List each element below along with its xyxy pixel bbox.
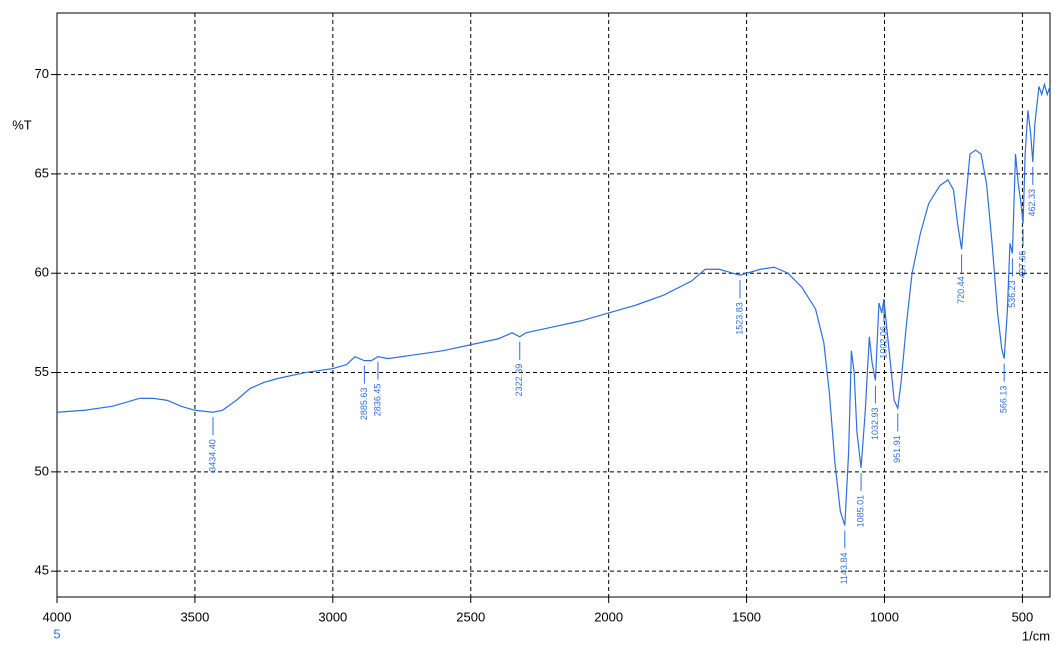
peak-label: 1002.06 xyxy=(878,326,888,359)
y-tick-label: 50 xyxy=(35,463,49,478)
x-tick-label: 3000 xyxy=(318,609,347,624)
x-axis-label: 1/cm xyxy=(1022,628,1050,643)
peak-label: 462.33 xyxy=(1027,189,1037,217)
y-tick-label: 60 xyxy=(35,265,49,280)
x-tick-label: 1500 xyxy=(732,609,761,624)
peak-label: 1143.84 xyxy=(839,552,849,584)
peak-label: 2885.63 xyxy=(359,388,369,421)
x-tick-label: 1000 xyxy=(870,609,899,624)
peak-label: 536.23 xyxy=(1007,280,1017,308)
peak-label: 1085.01 xyxy=(855,495,865,528)
y-tick-label: 70 xyxy=(35,66,49,81)
x-tick-label: 2000 xyxy=(594,609,623,624)
peak-label: 2836.45 xyxy=(372,384,382,417)
x-tick-label: 2500 xyxy=(456,609,485,624)
y-axis-label: %T xyxy=(12,117,32,132)
peak-label: 2322.39 xyxy=(514,364,524,397)
x-tick-label: 3500 xyxy=(180,609,209,624)
x-tick-label: 500 xyxy=(1012,609,1034,624)
peak-label: 720.44 xyxy=(956,276,966,304)
peak-label: 3434.40 xyxy=(207,439,217,472)
spectrum-line xyxy=(56,82,1051,526)
y-tick-label: 45 xyxy=(35,563,49,578)
peak-label: 951.91 xyxy=(892,435,902,463)
peak-label: 497.66 xyxy=(1017,251,1027,279)
y-tick-label: 55 xyxy=(35,364,49,379)
y-tick-label: 65 xyxy=(35,165,49,180)
peak-label: 1523.83 xyxy=(734,302,744,335)
peak-label: 566.13 xyxy=(999,386,1009,414)
plot-frame xyxy=(56,12,1051,598)
peak-label: 1032.93 xyxy=(870,407,880,440)
x-sublabel: 5 xyxy=(53,626,60,641)
x-tick-label: 4000 xyxy=(43,609,72,624)
